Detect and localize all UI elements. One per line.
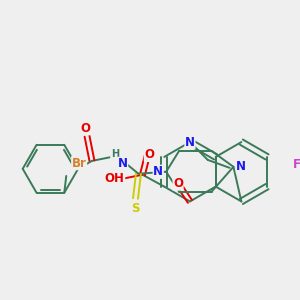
Text: Br: Br [72,157,86,169]
Text: O: O [80,122,90,135]
Text: N: N [236,160,246,173]
Text: O: O [144,148,154,161]
Text: O: O [173,177,183,190]
Text: N: N [118,158,128,170]
Text: S: S [131,202,140,215]
Text: OH: OH [105,172,125,185]
Text: N: N [153,165,163,178]
Text: F: F [293,158,300,171]
Text: N: N [185,136,195,148]
Text: H: H [111,149,119,159]
